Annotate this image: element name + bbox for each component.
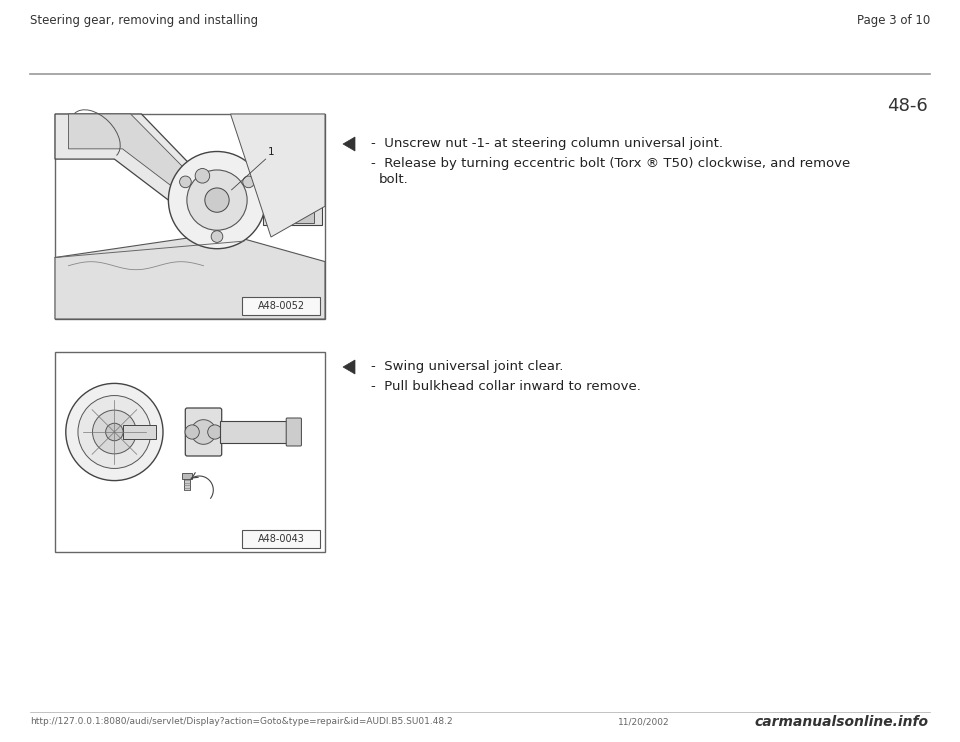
Circle shape xyxy=(207,425,222,439)
Circle shape xyxy=(204,188,229,212)
Bar xyxy=(184,478,190,490)
Bar xyxy=(123,425,156,439)
Bar xyxy=(220,421,287,443)
Text: Steering gear, removing and installing: Steering gear, removing and installing xyxy=(30,14,258,27)
Circle shape xyxy=(191,420,216,444)
Text: -  Unscrew nut -1- at steering column universal joint.: - Unscrew nut -1- at steering column uni… xyxy=(371,137,723,150)
Bar xyxy=(182,473,192,479)
Polygon shape xyxy=(230,114,325,237)
FancyBboxPatch shape xyxy=(286,418,301,446)
Text: carmanualsonline.info: carmanualsonline.info xyxy=(754,715,928,729)
Circle shape xyxy=(187,170,247,230)
Text: -  Swing universal joint clear.: - Swing universal joint clear. xyxy=(371,360,564,373)
Polygon shape xyxy=(343,360,355,374)
Bar xyxy=(295,180,314,190)
Polygon shape xyxy=(68,114,211,206)
Circle shape xyxy=(168,151,266,249)
Text: A48-0052: A48-0052 xyxy=(257,301,304,311)
Text: A48-0043: A48-0043 xyxy=(257,534,304,544)
Text: 11/20/2002: 11/20/2002 xyxy=(618,718,670,726)
Bar xyxy=(295,212,314,223)
Circle shape xyxy=(92,410,136,454)
Polygon shape xyxy=(55,233,325,319)
Text: http://127.0.0.1:8080/audi/servlet/Display?action=Goto&type=repair&id=AUDI.B5.SU: http://127.0.0.1:8080/audi/servlet/Displ… xyxy=(30,718,452,726)
Polygon shape xyxy=(55,114,230,227)
Text: -  Release by turning eccentric bolt (Torx ® T50) clockwise, and remove: - Release by turning eccentric bolt (Tor… xyxy=(371,157,851,170)
Circle shape xyxy=(185,425,200,439)
Circle shape xyxy=(78,395,151,468)
Circle shape xyxy=(106,423,123,441)
Text: 48-6: 48-6 xyxy=(887,97,928,115)
Bar xyxy=(295,196,314,206)
Text: 1: 1 xyxy=(268,147,275,157)
Bar xyxy=(55,352,325,552)
Polygon shape xyxy=(343,137,355,151)
FancyBboxPatch shape xyxy=(242,297,320,315)
FancyBboxPatch shape xyxy=(185,408,222,456)
FancyBboxPatch shape xyxy=(242,530,320,548)
Text: bolt.: bolt. xyxy=(379,173,409,186)
Bar xyxy=(55,114,325,319)
Circle shape xyxy=(243,176,254,188)
Circle shape xyxy=(66,384,163,481)
Bar xyxy=(263,176,322,225)
Text: -  Pull bulkhead collar inward to remove.: - Pull bulkhead collar inward to remove. xyxy=(371,380,641,393)
Text: Page 3 of 10: Page 3 of 10 xyxy=(856,14,930,27)
Circle shape xyxy=(180,176,191,188)
Circle shape xyxy=(211,231,223,243)
Circle shape xyxy=(195,168,209,183)
